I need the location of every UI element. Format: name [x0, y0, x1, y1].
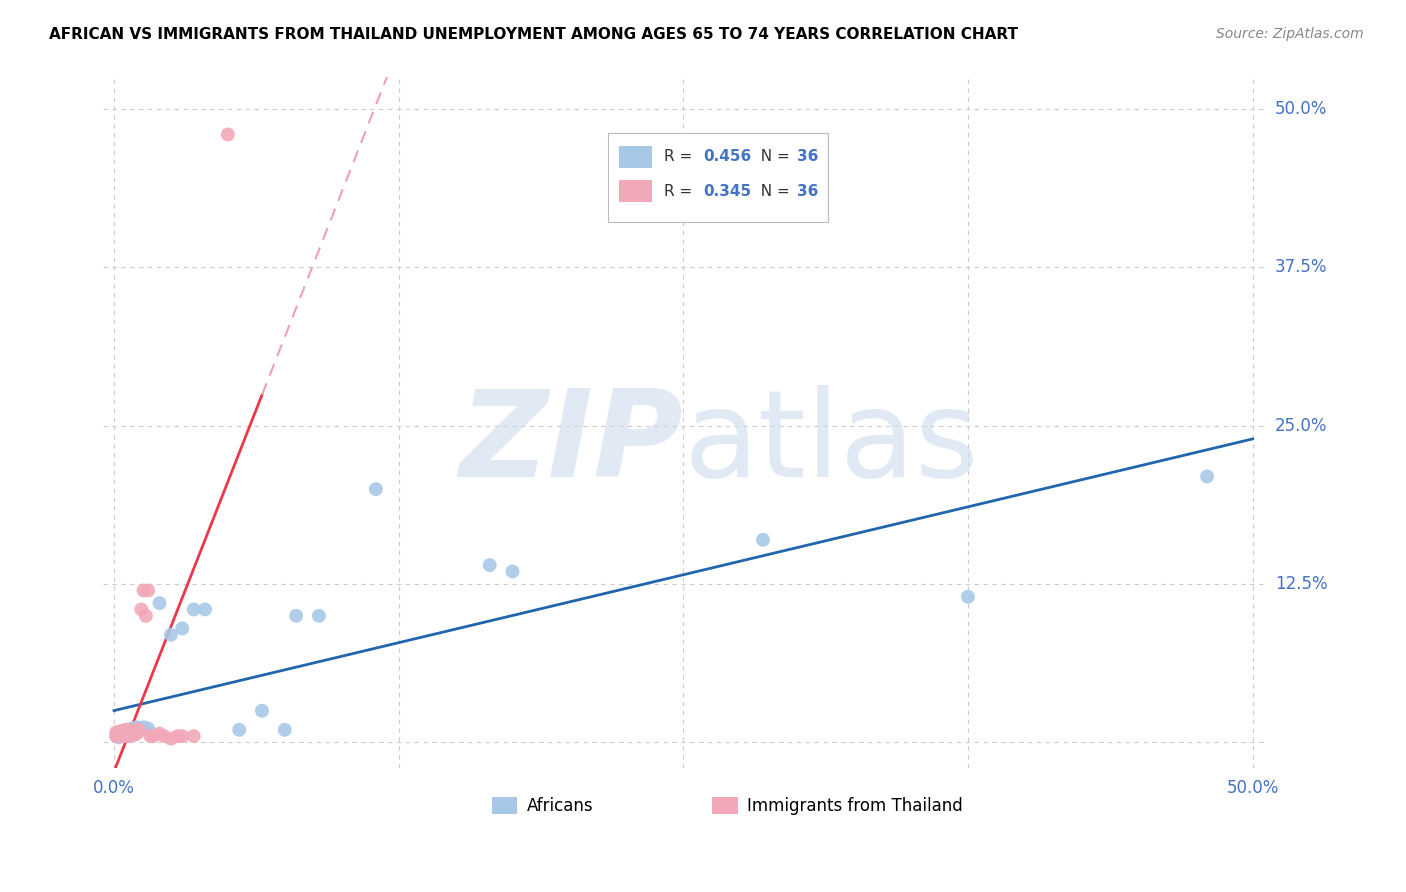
Text: R =: R = [664, 184, 696, 199]
Text: N =: N = [751, 149, 794, 164]
Point [129, 602, 152, 616]
Point [114, 728, 136, 742]
Point [172, 729, 194, 743]
Point [114, 726, 136, 740]
Text: N =: N = [751, 184, 794, 199]
Point [125, 723, 148, 737]
Point [112, 729, 135, 743]
Point [274, 723, 297, 737]
Point [142, 729, 165, 743]
Text: R =: R = [664, 149, 696, 164]
Text: Source: ZipAtlas.com: Source: ZipAtlas.com [1216, 27, 1364, 41]
Point [160, 628, 183, 642]
Point [364, 482, 387, 496]
Point [128, 722, 150, 736]
Point [105, 729, 128, 743]
Point [110, 728, 132, 742]
Point [125, 726, 148, 740]
Text: 25.0%: 25.0% [1275, 417, 1327, 434]
Point [110, 725, 132, 739]
Point [148, 726, 170, 740]
Point [135, 608, 157, 623]
Point [118, 728, 141, 742]
Point [117, 726, 139, 740]
Point [124, 723, 146, 737]
Point [128, 723, 150, 737]
Point [183, 729, 205, 743]
Bar [492, 797, 517, 814]
Point [121, 724, 143, 739]
Point [125, 720, 148, 734]
Point [1197, 469, 1219, 483]
Point [136, 722, 159, 736]
Point [107, 725, 129, 739]
Point [956, 590, 979, 604]
Point [112, 725, 135, 739]
Point [121, 725, 143, 739]
Text: AFRICAN VS IMMIGRANTS FROM THAILAND UNEMPLOYMENT AMONG AGES 65 TO 74 YEARS CORRE: AFRICAN VS IMMIGRANTS FROM THAILAND UNEM… [49, 27, 1018, 42]
Point [166, 729, 188, 743]
Point [112, 726, 135, 740]
Text: Africans: Africans [526, 797, 593, 814]
Point [132, 583, 155, 598]
Point [148, 596, 170, 610]
Point [114, 724, 136, 739]
Text: 0.456: 0.456 [703, 149, 751, 164]
Text: 37.5%: 37.5% [1275, 259, 1327, 277]
Point [172, 622, 194, 636]
Point [121, 728, 143, 742]
Point [117, 723, 139, 737]
Point [114, 729, 136, 743]
Point [139, 729, 162, 743]
Point [125, 724, 148, 739]
Point [118, 724, 141, 739]
Text: 0.345: 0.345 [703, 184, 751, 199]
Point [129, 723, 152, 737]
Point [228, 723, 250, 737]
Text: Immigrants from Thailand: Immigrants from Thailand [747, 797, 963, 814]
Bar [620, 145, 652, 168]
Point [478, 558, 501, 573]
Point [107, 729, 129, 743]
Point [112, 729, 135, 743]
Point [105, 729, 128, 743]
Point [502, 565, 524, 579]
Point [217, 128, 239, 142]
Text: ZIP: ZIP [460, 384, 683, 502]
Point [114, 723, 136, 737]
Point [250, 704, 273, 718]
Point [117, 723, 139, 737]
Point [121, 722, 143, 736]
Point [160, 731, 183, 746]
Point [124, 728, 146, 742]
Point [194, 602, 217, 616]
Point [752, 533, 775, 547]
Point [285, 608, 308, 623]
Text: 36: 36 [797, 149, 818, 164]
Point [308, 608, 330, 623]
Point [132, 720, 155, 734]
Text: 36: 36 [797, 184, 818, 199]
Point [124, 725, 146, 739]
Point [107, 731, 129, 745]
Point [105, 725, 128, 739]
Bar [620, 180, 652, 202]
Text: 12.5%: 12.5% [1275, 575, 1327, 593]
Point [110, 728, 132, 742]
Point [117, 726, 139, 740]
Point [118, 723, 141, 737]
FancyBboxPatch shape [607, 133, 828, 222]
Point [183, 602, 205, 616]
Bar [713, 797, 738, 814]
Text: 50.0%: 50.0% [1275, 100, 1327, 118]
Point [153, 729, 176, 743]
Point [136, 583, 159, 598]
Text: atlas: atlas [683, 384, 979, 502]
Point [110, 724, 132, 739]
Point [117, 729, 139, 743]
